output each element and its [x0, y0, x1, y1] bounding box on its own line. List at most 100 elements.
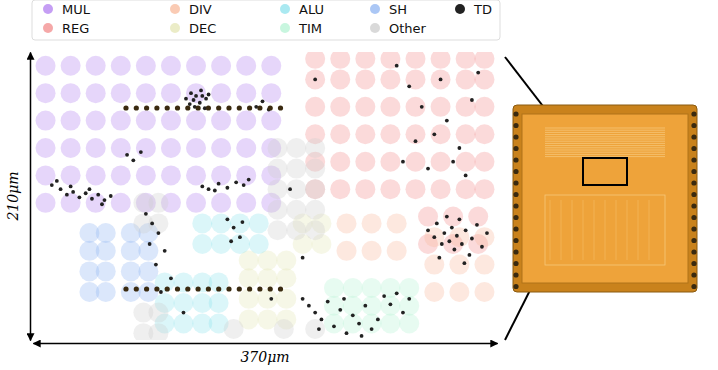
td-point	[269, 297, 273, 301]
cell-point	[380, 97, 400, 117]
cell-point	[261, 83, 281, 103]
chip-detail	[572, 200, 573, 260]
cell-point	[276, 289, 296, 309]
cell-point	[405, 69, 425, 89]
td-point	[450, 226, 454, 230]
chip-photo	[123, 57, 697, 340]
chip-pin	[513, 261, 518, 266]
td-point	[109, 194, 113, 198]
cell-point	[355, 69, 375, 89]
cell-point	[456, 69, 476, 89]
chip-detail	[616, 200, 617, 260]
td-point	[317, 327, 321, 331]
cell-point	[268, 138, 288, 158]
legend-label: MUL	[62, 2, 91, 17]
cell-point	[61, 83, 81, 103]
cell-point	[456, 152, 476, 172]
series-5	[324, 278, 419, 334]
cell-point	[474, 124, 494, 144]
cell-point	[186, 83, 206, 103]
cell-point	[418, 207, 438, 227]
chip-pin	[165, 286, 170, 291]
cell-point	[305, 319, 325, 339]
cell-point	[380, 314, 400, 334]
td-point	[389, 302, 393, 306]
chip-pin	[513, 134, 518, 139]
cell-point	[456, 52, 476, 69]
chip-pin	[691, 111, 696, 116]
td-point	[261, 99, 265, 103]
chip-pin	[134, 286, 139, 291]
cell-point	[380, 296, 400, 316]
chip-detail	[583, 200, 584, 260]
td-point	[475, 223, 479, 227]
td-point	[157, 231, 161, 235]
cell-point	[161, 83, 181, 103]
chip-detail	[545, 147, 665, 148]
cell-point	[86, 165, 106, 185]
chip-pin	[513, 238, 518, 243]
legend-label: Other	[389, 21, 427, 36]
chip-detail	[545, 195, 665, 265]
legend-swatch	[370, 23, 380, 33]
cell-point	[36, 56, 56, 76]
td-point	[199, 89, 203, 93]
chip-pin	[206, 286, 211, 291]
cell-point	[355, 179, 375, 199]
cell-point	[474, 255, 494, 275]
y-axis-label: 210μm	[5, 171, 21, 221]
cell-point	[362, 314, 382, 334]
td-point	[200, 94, 204, 98]
cell-point	[211, 234, 231, 254]
chip-pin	[278, 105, 283, 110]
series-0	[36, 56, 282, 213]
cell-point	[380, 152, 400, 172]
chip-pin	[513, 169, 518, 174]
td-point	[447, 239, 451, 243]
chip-pin	[513, 157, 518, 162]
cell-point	[431, 152, 451, 172]
chip-pin	[196, 286, 201, 291]
cell-point	[173, 293, 193, 313]
cell-point	[136, 83, 156, 103]
cell-point	[337, 213, 357, 233]
td-point	[200, 185, 204, 189]
chip-die	[522, 114, 688, 283]
cell-point	[36, 83, 56, 103]
chip-pin	[144, 286, 149, 291]
cell-point	[305, 97, 325, 117]
chip-pin	[691, 226, 696, 231]
chip-pin	[226, 105, 231, 110]
cell-point	[236, 56, 256, 76]
cell-point	[305, 52, 325, 69]
cell-point	[121, 241, 141, 261]
td-point	[198, 101, 202, 105]
cell-point	[161, 111, 181, 131]
td-point	[229, 239, 233, 243]
chip-pin	[691, 157, 696, 162]
td-point	[455, 234, 459, 238]
cell-point	[230, 234, 250, 254]
cell-point	[61, 165, 81, 185]
td-point	[332, 324, 336, 328]
cell-point	[474, 227, 494, 247]
td-point	[234, 180, 238, 184]
td-point	[445, 215, 449, 219]
cell-point	[468, 207, 488, 227]
chip-pin	[196, 105, 201, 110]
chart: 370μm210μmMULREGDIVDECALUTIMSHOtherTD	[0, 0, 718, 370]
chip-pin	[513, 272, 518, 277]
cell-point	[186, 56, 206, 76]
chip-detail	[545, 154, 665, 155]
chip-detail	[545, 132, 665, 133]
cell-point	[268, 200, 288, 220]
cell-point	[424, 255, 444, 275]
chip-pin	[175, 105, 180, 110]
cell-point	[474, 282, 494, 302]
td-point	[225, 217, 229, 221]
cell-point	[133, 213, 153, 233]
cell-point	[399, 314, 419, 334]
cell-point	[337, 241, 357, 261]
td-point	[435, 222, 439, 226]
cell-point	[449, 227, 469, 247]
